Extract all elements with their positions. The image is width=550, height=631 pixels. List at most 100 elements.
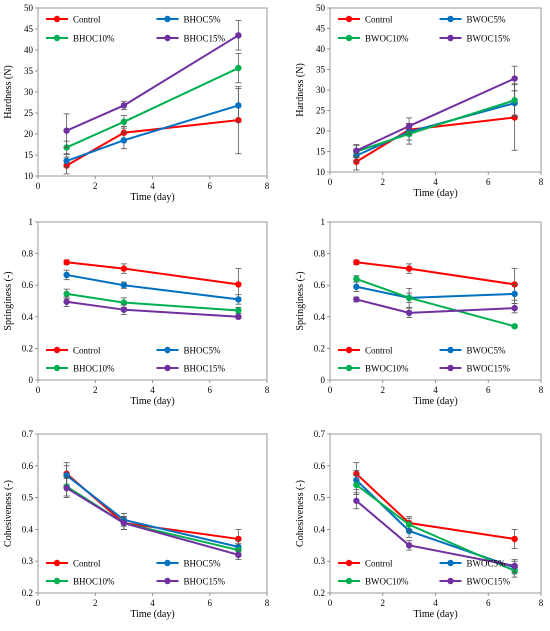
y-tick-label: 0.4	[22, 524, 34, 534]
y-axis-title: Springiness (-)	[3, 271, 14, 330]
x-tick-label: 2	[93, 598, 98, 608]
legend-label: Control	[73, 346, 101, 356]
series-line	[66, 104, 239, 162]
x-tick-label: 4	[433, 385, 438, 395]
legend: Control BWOC5% BWOC10% BWOC15%	[338, 346, 511, 374]
x-tick-label: 8	[539, 598, 544, 608]
y-tick-label: 20	[316, 126, 326, 136]
x-tick-label: 2	[93, 181, 98, 191]
chart-panel-1: 10 15 20 25 30 35 40 45 50 0 2 4 6 8 Time (day) Hardnes…	[3, 3, 270, 203]
series-BHOC10%	[63, 288, 242, 315]
y-tick-label: 0.5	[314, 493, 326, 503]
legend-label: BHOC10%	[73, 364, 115, 374]
legend-label: Control	[365, 559, 393, 569]
series-line	[66, 34, 239, 132]
legend-label: BHOC15%	[184, 364, 226, 374]
y-tick-label: 45	[316, 24, 326, 34]
series-BHOC15%	[63, 296, 242, 320]
data-point	[120, 282, 128, 289]
x-tick-label: 2	[381, 598, 386, 608]
data-point	[235, 281, 242, 288]
data-point	[353, 259, 360, 266]
data-point	[511, 290, 518, 298]
x-tick-label: 4	[433, 598, 438, 608]
data-point	[63, 259, 70, 266]
data-point	[63, 290, 70, 298]
y-tick-label: 0.2	[314, 343, 325, 353]
x-tick-label: 6	[208, 598, 213, 608]
legend-swatch-marker	[164, 15, 171, 23]
legend-swatch-marker	[53, 364, 61, 372]
y-tick-label: 50	[24, 3, 34, 13]
x-tick-label: 8	[265, 181, 270, 191]
y-tick-label: 10	[316, 167, 326, 177]
legend-label: BWOC10%	[365, 34, 409, 44]
x-tick-label: 4	[150, 598, 155, 608]
y-tick-label: 40	[316, 44, 326, 54]
legend-swatch-marker	[53, 34, 61, 42]
data-point	[63, 298, 70, 305]
legend-label: BHOC15%	[184, 577, 226, 587]
legend-swatch-marker	[164, 346, 171, 354]
data-point	[511, 535, 518, 543]
series-line	[356, 277, 515, 328]
y-axis-title: Cohesiveness (-)	[295, 480, 306, 547]
legend-swatch-marker	[53, 559, 61, 567]
data-point	[511, 562, 518, 570]
data-point	[235, 307, 242, 314]
y-tick-label: 0.2	[22, 343, 33, 353]
data-point	[353, 296, 360, 303]
y-tick-label: 15	[316, 147, 326, 157]
legend-swatch-marker	[345, 346, 353, 354]
y-tick-label: 50	[316, 3, 326, 13]
y-tick-label: 0.6	[22, 461, 34, 471]
legend-swatch-marker	[345, 34, 353, 42]
series-line	[355, 473, 515, 540]
series-line	[355, 479, 515, 569]
x-axis-title: Time (day)	[130, 396, 174, 407]
legend-swatch-marker	[164, 559, 171, 567]
y-axis-title: Hardness (N)	[3, 65, 14, 119]
series-BHOC15%	[63, 478, 242, 561]
legend-label: BWOC15%	[467, 34, 511, 44]
chart-panel-2: 10 15 20 25 30 35 40 45 50 0 2 4 6 8 Time (day) Hardnes…	[295, 3, 544, 199]
legend-label: Control	[365, 15, 393, 25]
data-point	[405, 265, 413, 272]
legend-label: BWOC5%	[467, 15, 507, 25]
data-point	[353, 497, 360, 504]
x-tick-label: 0	[36, 181, 41, 191]
series-line	[355, 77, 516, 152]
data-point	[511, 97, 518, 104]
series-Control	[353, 84, 518, 171]
legend-swatch-marker	[447, 577, 454, 585]
legend-label: BHOC5%	[184, 15, 222, 25]
data-point	[63, 271, 70, 279]
data-point	[405, 309, 413, 317]
y-tick-label: 25	[316, 106, 326, 116]
data-point	[235, 64, 242, 72]
data-point	[511, 323, 518, 330]
y-tick-label: 0.2	[22, 588, 33, 598]
series-BWOC5%	[353, 281, 518, 304]
legend-swatch-marker	[164, 577, 171, 585]
x-tick-label: 0	[328, 385, 333, 395]
data-point	[405, 122, 413, 130]
y-axis-title: Springiness (-)	[295, 271, 306, 330]
y-tick-label: 0.6	[314, 280, 326, 290]
y-tick-label: 10	[24, 171, 34, 181]
series-line	[66, 261, 239, 286]
x-tick-label: 8	[265, 385, 270, 395]
x-tick-label: 6	[208, 181, 213, 191]
data-point	[63, 157, 70, 165]
x-tick-label: 8	[539, 385, 544, 395]
y-axis-title: Cohesiveness (-)	[3, 480, 14, 547]
series-line	[356, 298, 515, 314]
data-point	[120, 299, 128, 306]
series-line	[66, 67, 239, 149]
y-tick-label: 0	[321, 375, 326, 385]
x-tick-label: 0	[36, 385, 41, 395]
x-tick-label: 6	[486, 177, 491, 187]
x-tick-label: 4	[150, 385, 155, 395]
data-point	[353, 481, 360, 489]
y-tick-label: 1	[321, 217, 326, 227]
